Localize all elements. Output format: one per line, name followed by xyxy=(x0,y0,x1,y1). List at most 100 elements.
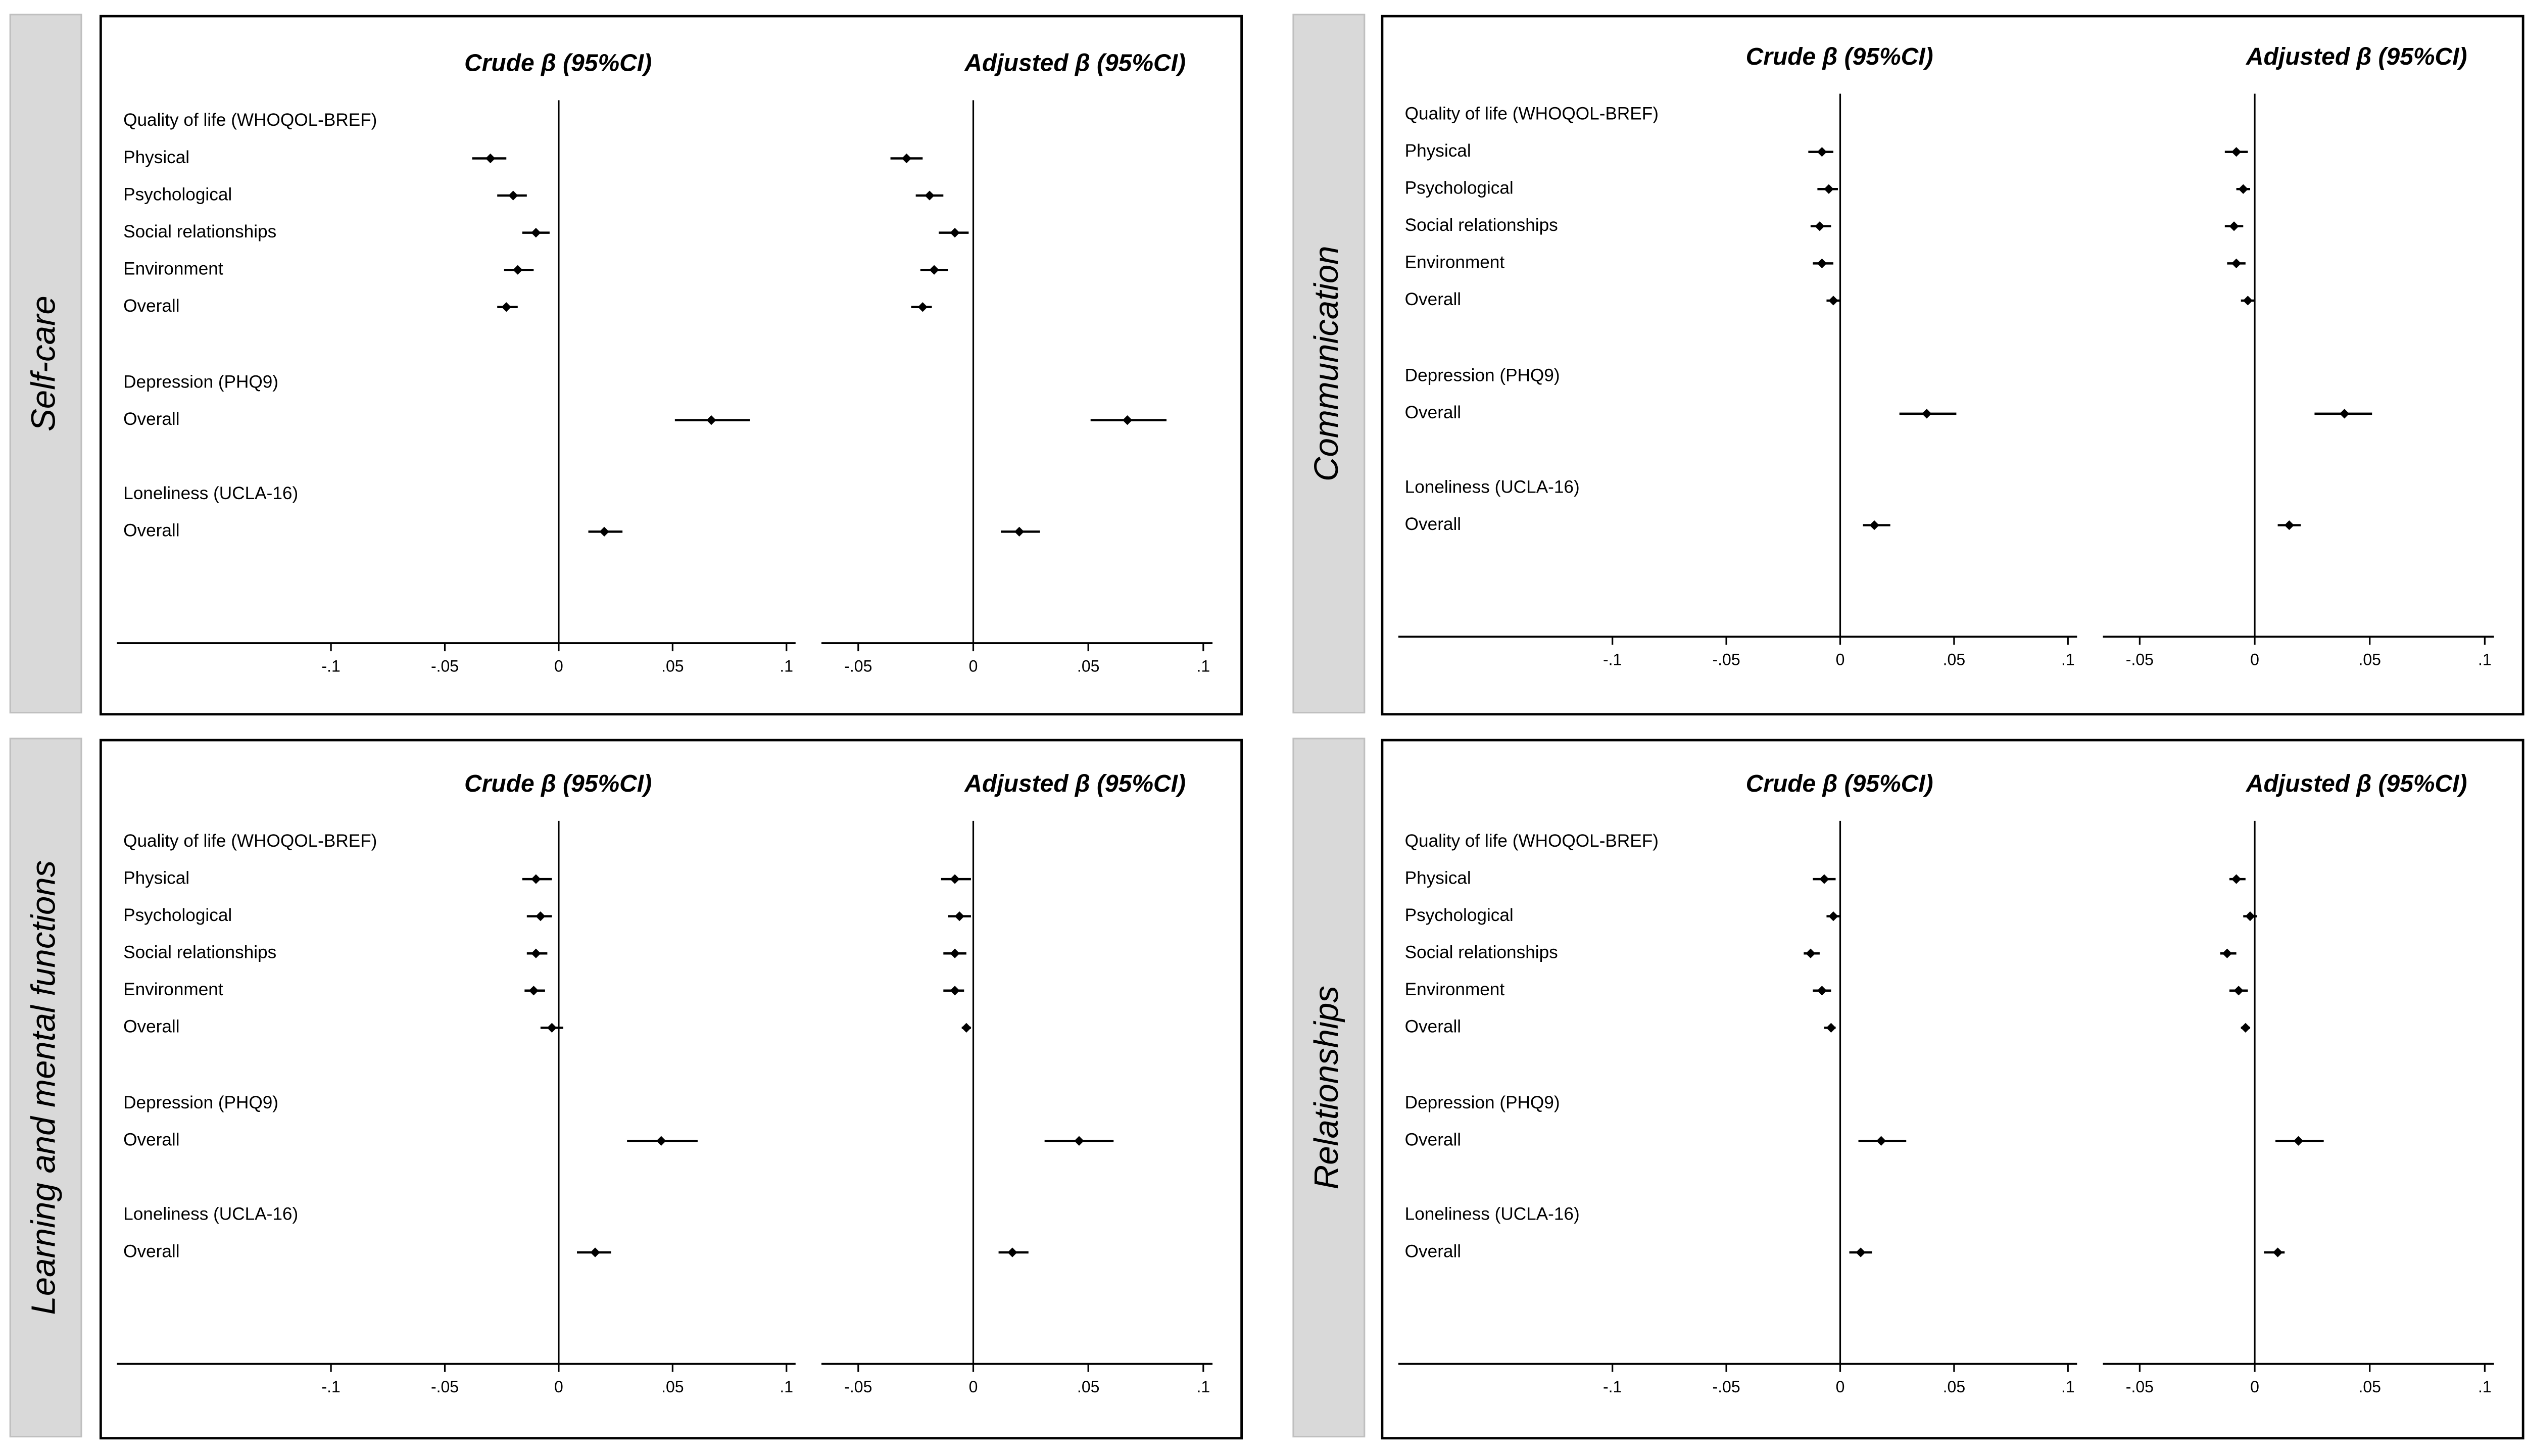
row-label: Overall xyxy=(1405,514,1461,534)
panel-box xyxy=(99,15,1243,716)
point-estimate xyxy=(950,948,960,958)
x-tick-label: .1 xyxy=(2478,1378,2492,1396)
x-tick-label: .05 xyxy=(1943,651,1965,669)
x-tick-label: 0 xyxy=(2250,651,2259,669)
x-tick-label: 0 xyxy=(554,657,563,675)
side-panel xyxy=(9,14,82,714)
point-estimate xyxy=(929,265,939,275)
row-label: Psychological xyxy=(1405,905,1514,925)
row-label: Overall xyxy=(1405,403,1461,422)
row-label: Psychological xyxy=(123,905,232,925)
x-tick-label: 0 xyxy=(554,1378,563,1396)
point-estimate xyxy=(950,228,960,238)
point-estimate xyxy=(501,302,511,312)
x-tick-label: .05 xyxy=(2358,651,2381,669)
point-estimate xyxy=(528,986,539,996)
point-estimate xyxy=(2238,184,2248,194)
row-label: Loneliness (UCLA-16) xyxy=(1405,1204,1580,1224)
point-estimate xyxy=(2284,520,2294,530)
point-estimate xyxy=(1014,526,1025,537)
panel-title: Communication xyxy=(1307,246,1345,481)
point-estimate xyxy=(961,1023,971,1033)
x-tick-label: -.05 xyxy=(1713,1378,1740,1396)
row-label: Social relationships xyxy=(123,943,276,962)
column-title: Adjusted β (95%CI) xyxy=(964,770,1186,797)
point-estimate xyxy=(508,190,518,201)
point-estimate xyxy=(531,228,541,238)
x-tick-label: .05 xyxy=(1077,657,1099,675)
point-estimate xyxy=(2245,911,2255,921)
x-tick-label: .1 xyxy=(780,657,793,675)
row-label: Quality of life (WHOQOL-BREF) xyxy=(123,831,377,851)
point-estimate xyxy=(1876,1136,1886,1146)
point-estimate xyxy=(1922,409,1932,419)
panel-box xyxy=(1381,15,2524,716)
point-estimate xyxy=(1007,1247,1017,1257)
point-estimate xyxy=(2241,1023,2251,1033)
column-title: Crude β (95%CI) xyxy=(1746,770,1933,797)
column-title: Crude β (95%CI) xyxy=(464,50,652,77)
x-tick-label: .1 xyxy=(2061,651,2075,669)
panel-box xyxy=(1381,739,2524,1440)
x-tick-label: .1 xyxy=(2061,1378,2075,1396)
x-tick-label: 0 xyxy=(2250,1378,2259,1396)
column-title: Adjusted β (95%CI) xyxy=(964,50,1186,77)
point-estimate xyxy=(1869,520,1879,530)
x-tick-label: .1 xyxy=(2478,651,2492,669)
point-estimate xyxy=(1828,911,1838,921)
x-tick-label: .05 xyxy=(661,657,684,675)
point-estimate xyxy=(954,911,964,921)
row-label: Overall xyxy=(1405,1130,1461,1150)
x-tick-label: -.05 xyxy=(431,657,459,675)
row-label: Quality of life (WHOQOL-BREF) xyxy=(1405,104,1659,123)
column-title: Crude β (95%CI) xyxy=(1746,43,1933,70)
x-tick-label: -.1 xyxy=(321,1378,340,1396)
point-estimate xyxy=(2233,986,2244,996)
point-estimate xyxy=(1826,1023,1836,1033)
row-label: Environment xyxy=(1405,253,1505,272)
side-panel xyxy=(1292,738,1366,1438)
row-label: Social relationships xyxy=(1405,943,1558,962)
point-estimate xyxy=(2293,1136,2304,1146)
x-tick-label: -.05 xyxy=(431,1378,459,1396)
row-label: Quality of life (WHOQOL-BREF) xyxy=(123,110,377,130)
x-tick-label: .05 xyxy=(661,1378,684,1396)
row-label: Overall xyxy=(1405,289,1461,309)
point-estimate xyxy=(917,302,928,312)
panel-title: Relationships xyxy=(1307,986,1345,1189)
x-tick-label: .05 xyxy=(1943,1378,1965,1396)
row-label: Psychological xyxy=(1405,178,1514,198)
x-tick-label: 0 xyxy=(1836,651,1845,669)
x-tick-label: -.05 xyxy=(1713,651,1740,669)
x-tick-label: .1 xyxy=(1196,1378,1210,1396)
row-label: Physical xyxy=(123,148,189,167)
x-tick-label: -.05 xyxy=(2126,1378,2154,1396)
point-estimate xyxy=(2231,147,2242,157)
row-label: Quality of life (WHOQOL-BREF) xyxy=(1405,831,1659,851)
x-tick-label: .1 xyxy=(1196,657,1210,675)
row-label: Environment xyxy=(123,980,223,999)
row-label: Overall xyxy=(123,521,179,541)
row-label: Environment xyxy=(123,259,223,278)
row-label: Overall xyxy=(123,1130,179,1150)
column-title: Crude β (95%CI) xyxy=(464,770,652,797)
row-label: Loneliness (UCLA-16) xyxy=(1405,477,1580,497)
point-estimate xyxy=(1819,874,1829,884)
point-estimate xyxy=(1815,221,1825,231)
x-tick-label: .05 xyxy=(2358,1378,2381,1396)
point-estimate xyxy=(513,265,523,275)
row-label: Overall xyxy=(1405,1017,1461,1037)
point-estimate xyxy=(2231,874,2242,884)
x-tick-label: -.05 xyxy=(2126,651,2154,669)
point-estimate xyxy=(531,948,541,958)
point-estimate xyxy=(531,874,541,884)
point-estimate xyxy=(950,874,960,884)
x-tick-label: -.1 xyxy=(1603,651,1622,669)
point-estimate xyxy=(2229,221,2239,231)
point-estimate xyxy=(1824,184,1834,194)
x-tick-label: 0 xyxy=(969,657,978,675)
point-estimate xyxy=(1828,296,1838,306)
row-label: Psychological xyxy=(123,184,232,204)
panel-box xyxy=(99,739,1243,1440)
point-estimate xyxy=(656,1136,666,1146)
